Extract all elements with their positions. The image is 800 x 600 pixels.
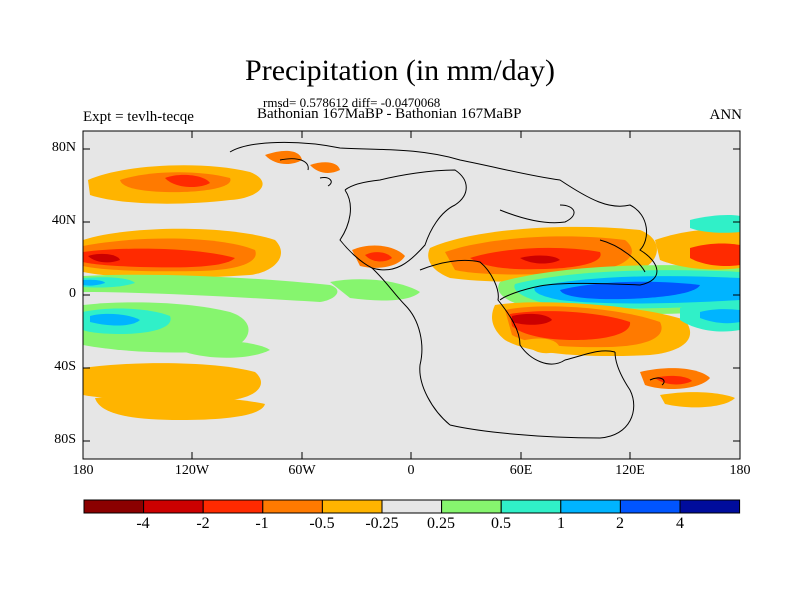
anomaly-patch bbox=[520, 255, 560, 264]
coastline bbox=[599, 239, 646, 273]
season-label: ANN bbox=[709, 107, 743, 123]
coastline bbox=[229, 141, 658, 301]
anomaly-patch bbox=[660, 392, 735, 408]
anomaly-patch bbox=[185, 340, 270, 358]
lon-label: 180 bbox=[729, 463, 751, 478]
lat-label: 40S bbox=[54, 359, 76, 374]
anomaly-patch bbox=[512, 313, 552, 325]
coastlines bbox=[229, 141, 665, 439]
anomaly-patch bbox=[690, 243, 740, 267]
colorbar-label: -2 bbox=[196, 515, 210, 532]
colorbar-box bbox=[619, 499, 681, 514]
lat-label: 0 bbox=[69, 286, 76, 301]
lat-label: 80S bbox=[54, 432, 76, 447]
anomaly-patch bbox=[700, 309, 740, 324]
lat-label: 80N bbox=[51, 140, 76, 155]
anomaly-patch bbox=[95, 396, 265, 420]
coastline bbox=[279, 158, 309, 171]
colorbar-box bbox=[560, 499, 621, 514]
colorbar bbox=[83, 499, 741, 514]
colorbar-label: 0.5 bbox=[491, 515, 511, 532]
anomaly-patch bbox=[690, 215, 740, 233]
lon-label: 60E bbox=[509, 463, 533, 478]
colorbar-label: -0.5 bbox=[309, 515, 335, 532]
colorbar-label: 1 bbox=[557, 515, 565, 532]
coastline bbox=[319, 177, 332, 187]
colorbar-box bbox=[321, 499, 383, 514]
experiment-label: Expt = tevlh-tecqe bbox=[83, 109, 194, 125]
coastline bbox=[649, 377, 665, 386]
coastline bbox=[449, 351, 635, 439]
anomaly-patch bbox=[525, 338, 560, 354]
colorbar-label: 4 bbox=[676, 515, 684, 532]
colorbar-label: -0.25 bbox=[365, 515, 399, 532]
anomaly-patch bbox=[560, 281, 700, 300]
stats-text: rmsd= 0.578612 diff= -0.0470068 bbox=[263, 95, 441, 110]
anomaly-field bbox=[83, 131, 740, 459]
anomaly-patch bbox=[83, 363, 261, 401]
colorbar-label: 0.25 bbox=[427, 515, 455, 532]
anomaly-patch bbox=[365, 252, 392, 262]
colorbar-box bbox=[143, 499, 204, 514]
lon-label: 180 bbox=[72, 463, 94, 478]
coastline bbox=[419, 259, 616, 365]
lon-label: 120W bbox=[174, 463, 210, 478]
anomaly-patch bbox=[88, 253, 120, 263]
colorbar-box bbox=[679, 499, 741, 514]
colorbar-box bbox=[441, 499, 502, 514]
lon-label: 60W bbox=[288, 463, 316, 478]
anomaly-patch bbox=[330, 279, 420, 301]
colorbar-box bbox=[381, 499, 443, 514]
lon-label: 0 bbox=[407, 463, 415, 478]
colorbar-label: -1 bbox=[255, 515, 269, 532]
coastline bbox=[339, 169, 467, 271]
anomaly-patch bbox=[310, 162, 340, 173]
anomaly-patch bbox=[165, 174, 210, 188]
plot-title: Precipitation (in mm/day) bbox=[245, 54, 555, 87]
anomaly-patch bbox=[90, 313, 140, 326]
plot-subtitle: Bathonian 167MaBP - Bathonian 167MaBP bbox=[257, 106, 522, 122]
colorbar-label: 2 bbox=[616, 515, 624, 532]
anomaly-patch bbox=[83, 248, 235, 268]
axis-ticks bbox=[83, 131, 740, 459]
anomaly-patch bbox=[83, 274, 338, 302]
colorbar-box bbox=[262, 499, 323, 514]
colorbar-box bbox=[83, 499, 145, 514]
coastline bbox=[499, 204, 575, 224]
anomaly-patch bbox=[265, 150, 302, 165]
coastline bbox=[371, 267, 451, 426]
lon-label: 120E bbox=[615, 463, 645, 478]
lat-label: 40N bbox=[51, 213, 76, 228]
colorbar-box bbox=[202, 499, 264, 514]
colorbar-box bbox=[500, 499, 562, 514]
colorbar-label: -4 bbox=[136, 515, 150, 532]
anomaly-patch bbox=[83, 279, 105, 286]
